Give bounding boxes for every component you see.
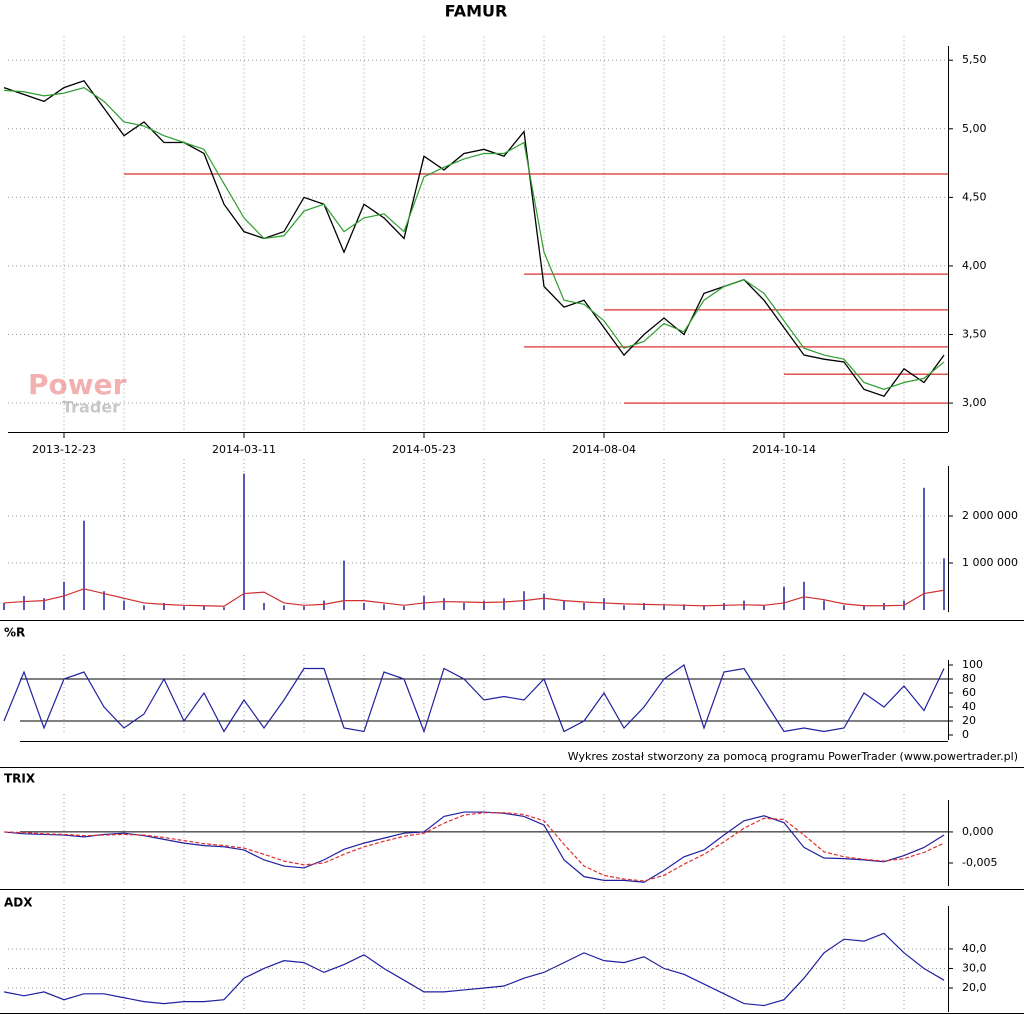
x-tick-label: 2014-08-04 <box>572 443 636 456</box>
bar <box>863 606 865 610</box>
bar <box>943 558 945 610</box>
separators <box>0 46 1024 1014</box>
bar <box>883 602 885 610</box>
bar <box>483 600 485 610</box>
y-tick-label: 5,00 <box>962 122 987 135</box>
bar <box>103 591 105 610</box>
series-line <box>3 811 945 883</box>
bar <box>723 602 725 610</box>
y-tick-label: 80 <box>962 672 976 685</box>
footer-note: Wykres został stworzony za pomocą progra… <box>568 750 1018 763</box>
bar <box>363 602 365 610</box>
y-tick-label: 20,0 <box>962 981 987 994</box>
bar <box>783 586 785 610</box>
bar <box>683 604 685 610</box>
bar <box>503 598 505 610</box>
y-tick-label: 40 <box>962 700 976 713</box>
y-tick-label: -0,005 <box>962 856 997 869</box>
bar <box>543 593 545 610</box>
y-tick-label: 1 000 000 <box>962 556 1018 569</box>
series-line <box>3 80 945 397</box>
bar <box>763 605 765 610</box>
bar <box>223 607 225 610</box>
bar <box>703 606 705 610</box>
y-tick-label: 20 <box>962 714 976 727</box>
bar <box>323 600 325 610</box>
bar <box>823 600 825 610</box>
bar <box>463 602 465 610</box>
bar <box>923 487 925 610</box>
bar <box>643 602 645 610</box>
y-tick-label: 4,50 <box>962 190 987 203</box>
y-tick-label: 30,0 <box>962 961 987 974</box>
panel-title: TRIX <box>4 772 36 786</box>
series-line <box>3 812 945 882</box>
series-line <box>3 588 945 607</box>
y-tick-label: 0 <box>962 728 969 741</box>
watermark: Power <box>28 368 127 401</box>
watermark: Trader <box>62 398 120 417</box>
y-tick-label: 60 <box>962 686 976 699</box>
y-tick-label: 100 <box>962 658 983 671</box>
bar <box>163 602 165 610</box>
bar <box>563 600 565 610</box>
bar <box>3 602 5 610</box>
bar <box>83 520 85 610</box>
bar <box>623 605 625 610</box>
panel-title: %R <box>4 626 25 640</box>
bar <box>23 595 25 610</box>
y-tick-label: 5,50 <box>962 53 987 66</box>
bar <box>283 605 285 610</box>
bar <box>303 606 305 610</box>
series-line <box>3 932 945 1007</box>
bar <box>123 600 125 610</box>
y-tick-label: 2 000 000 <box>962 509 1018 522</box>
y-tick-label: 4,00 <box>962 259 987 272</box>
bar <box>403 606 405 610</box>
series-line <box>3 664 945 734</box>
bar <box>243 473 245 610</box>
bar <box>43 598 45 610</box>
x-tick-label: 2014-05-23 <box>392 443 456 456</box>
y-tick-label: 3,00 <box>962 396 987 409</box>
bar <box>263 602 265 610</box>
x-tick-label: 2014-03-11 <box>212 443 276 456</box>
bar <box>183 606 185 610</box>
bar <box>663 605 665 610</box>
bar <box>383 604 385 610</box>
chart-title: FAMUR <box>445 2 508 21</box>
bar <box>843 605 845 610</box>
y-tick-label: 0,000 <box>962 825 994 838</box>
bar <box>583 602 585 610</box>
bar <box>343 560 345 610</box>
y-tick-label: 40,0 <box>962 942 987 955</box>
panel-title: ADX <box>4 896 33 910</box>
x-tick-label: 2013-12-23 <box>32 443 96 456</box>
bar <box>203 605 205 610</box>
bar <box>443 598 445 610</box>
bar <box>143 605 145 610</box>
y-tick-label: 3,50 <box>962 328 987 341</box>
series-line <box>3 86 945 390</box>
bar <box>803 581 805 610</box>
x-tick-label: 2014-10-14 <box>752 443 816 456</box>
bar <box>603 598 605 610</box>
